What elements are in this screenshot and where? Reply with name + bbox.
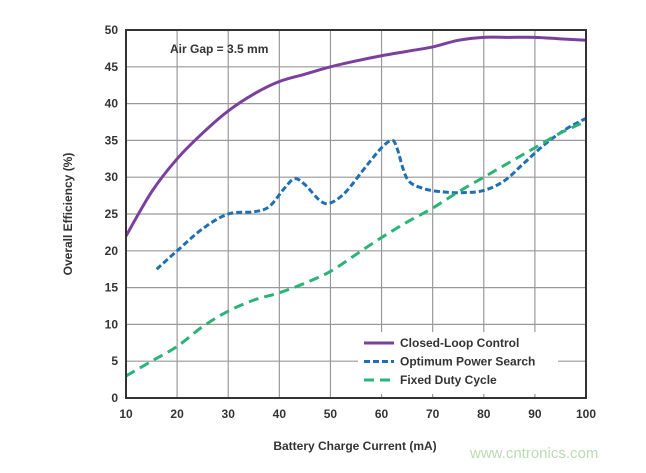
x-tick-labels: 10 20 30 40 50 60 70 80 90 100	[119, 407, 596, 421]
y-tick-label: 15	[105, 281, 119, 295]
y-tick-label: 30	[105, 170, 119, 184]
x-tick-label: 100	[576, 407, 596, 421]
y-tick-labels: 0 5 10 15 20 25 30 35 40 45 50	[105, 23, 119, 405]
legend-label: Fixed Duty Cycle	[400, 373, 497, 387]
y-tick-label: 5	[111, 354, 118, 368]
plot-frame	[125, 29, 587, 399]
legend-label: Optimum Power Search	[400, 355, 535, 369]
x-tick-label: 30	[222, 407, 236, 421]
y-tick-label: 40	[105, 97, 119, 111]
y-axis-label: Overall Efficiency (%)	[61, 153, 75, 276]
x-tick-label: 90	[528, 407, 542, 421]
x-tick-label: 60	[375, 407, 389, 421]
y-tick-label: 45	[105, 60, 119, 74]
series-line-1	[155, 116, 587, 271]
y-tick-label: 50	[105, 23, 119, 37]
y-tick-label: 0	[111, 391, 118, 405]
x-tick-label: 50	[324, 407, 338, 421]
x-tick-label: 20	[170, 407, 184, 421]
y-tick-label: 25	[105, 207, 119, 221]
annotation: Air Gap = 3.5 mm	[170, 42, 268, 56]
x-tick-label: 10	[119, 407, 133, 421]
series-line-2	[125, 119, 587, 378]
y-tick-label: 20	[105, 244, 119, 258]
y-tick-label: 10	[105, 317, 119, 331]
x-tick-label: 40	[273, 407, 287, 421]
x-tick-label: 70	[426, 407, 440, 421]
legend-label: Closed-Loop Control	[400, 336, 519, 350]
y-tick-label: 35	[105, 133, 119, 147]
series-line-0	[124, 35, 587, 237]
legend: Closed-Loop Control Optimum Power Search F…	[358, 332, 558, 394]
series-lines	[124, 35, 587, 378]
watermark: www.cntronics.com	[469, 445, 598, 462]
x-axis-label: Battery Charge Current (mA)	[273, 439, 436, 453]
x-tick-label: 80	[477, 407, 491, 421]
